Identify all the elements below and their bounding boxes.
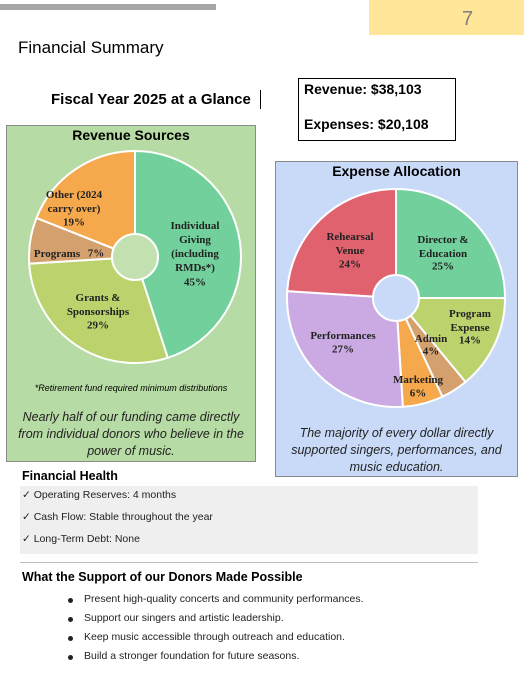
slice-label: Marketing	[393, 374, 444, 386]
label-line: Performances	[310, 330, 376, 342]
health-item: ✓ Cash Flow: Stable throughout the year	[22, 511, 213, 523]
label-line: Marketing	[393, 374, 444, 386]
slice-label: Admin	[415, 333, 447, 345]
chart-title: Revenue Sources	[72, 127, 190, 143]
label-line: Individual	[171, 220, 220, 232]
caption: Nearly half of our funding came directly…	[18, 410, 244, 458]
value-label: 45%	[184, 277, 206, 289]
value-label: 29%	[87, 320, 109, 332]
slice-label: Programs	[34, 248, 81, 260]
footnote: *Retirement fund required minimum distri…	[34, 383, 228, 393]
value-label: 7%	[88, 248, 105, 260]
totals-box	[298, 78, 456, 141]
page-title: Financial Summary	[18, 38, 164, 57]
label-line: Venue	[336, 245, 365, 257]
section-title: Financial Health	[22, 469, 118, 483]
value-label: 25%	[432, 261, 454, 273]
chart-title: Expense Allocation	[332, 163, 461, 179]
label-line: carry over)	[48, 203, 101, 215]
pie-slice	[286, 290, 404, 408]
section-title: What the Support of our Donors Made Poss…	[22, 570, 303, 584]
label-line: Program	[449, 308, 491, 320]
value-label: 14%	[459, 335, 481, 347]
pie-slice	[35, 149, 136, 259]
divider	[20, 562, 478, 563]
label-line: Director &	[417, 234, 468, 246]
pie-slice	[395, 187, 507, 299]
slice-label: Program Expense	[449, 308, 491, 334]
expense-total: Expenses: $20,108	[304, 116, 429, 132]
value-label: 24%	[339, 259, 361, 271]
label-line: RMDs*)	[175, 262, 215, 274]
pie-slice	[134, 149, 242, 360]
top-bar	[0, 4, 216, 10]
support-item: Build a stronger foundation for future s…	[84, 650, 300, 662]
bullet	[68, 655, 73, 660]
value-label: 4%	[423, 346, 440, 358]
value-label: 19%	[63, 217, 85, 229]
value-label: 27%	[332, 344, 354, 356]
label-line: Rehearsal	[326, 231, 373, 243]
bullet	[68, 598, 73, 603]
bullet	[68, 636, 73, 641]
page-number: 7	[462, 8, 474, 30]
value-label: 6%	[410, 388, 427, 400]
label-line: Grants &	[76, 292, 121, 304]
slice-label: Performances	[310, 330, 376, 342]
support-item: Support our singers and artistic leaders…	[84, 612, 284, 624]
label-line: (including	[171, 248, 219, 260]
slice-label: Grants & Sponsorships	[67, 292, 130, 318]
label-line: Admin	[415, 333, 447, 345]
health-box	[20, 486, 478, 554]
label-line: Sponsorships	[67, 306, 130, 318]
support-item: Present high-quality concerts and commun…	[84, 593, 364, 605]
label-line: Programs	[34, 248, 81, 260]
donut-hole	[111, 233, 159, 281]
revenue-total: Revenue: $38,103	[304, 81, 422, 97]
health-item: ✓ Long-Term Debt: None	[22, 533, 140, 545]
slice-label: Individual Giving (including RMDs*)	[171, 220, 220, 274]
slice-label: Rehearsal Venue	[326, 231, 373, 257]
label-line: Giving	[179, 234, 211, 246]
slice-label: Other (2024 carry over)	[46, 189, 103, 215]
subtitle: Fiscal Year 2025 at a Glance	[51, 91, 251, 108]
caption: The majority of every dollar directly su…	[291, 426, 502, 474]
label-line: Expense	[450, 322, 489, 334]
donut-hole	[372, 274, 420, 322]
support-item: Keep music accessible through outreach a…	[84, 631, 345, 643]
label-line: Education	[419, 248, 467, 260]
label-line: Other (2024	[46, 189, 103, 201]
pie-slice	[28, 255, 170, 364]
health-item: ✓ Operating Reserves: 4 months	[22, 489, 177, 501]
slice-label: Director & Education	[417, 234, 468, 260]
pie-slice	[286, 187, 397, 300]
cursor	[260, 90, 261, 109]
bullet	[68, 617, 73, 622]
page-number-box	[369, 0, 524, 35]
pie-slice	[393, 297, 507, 384]
